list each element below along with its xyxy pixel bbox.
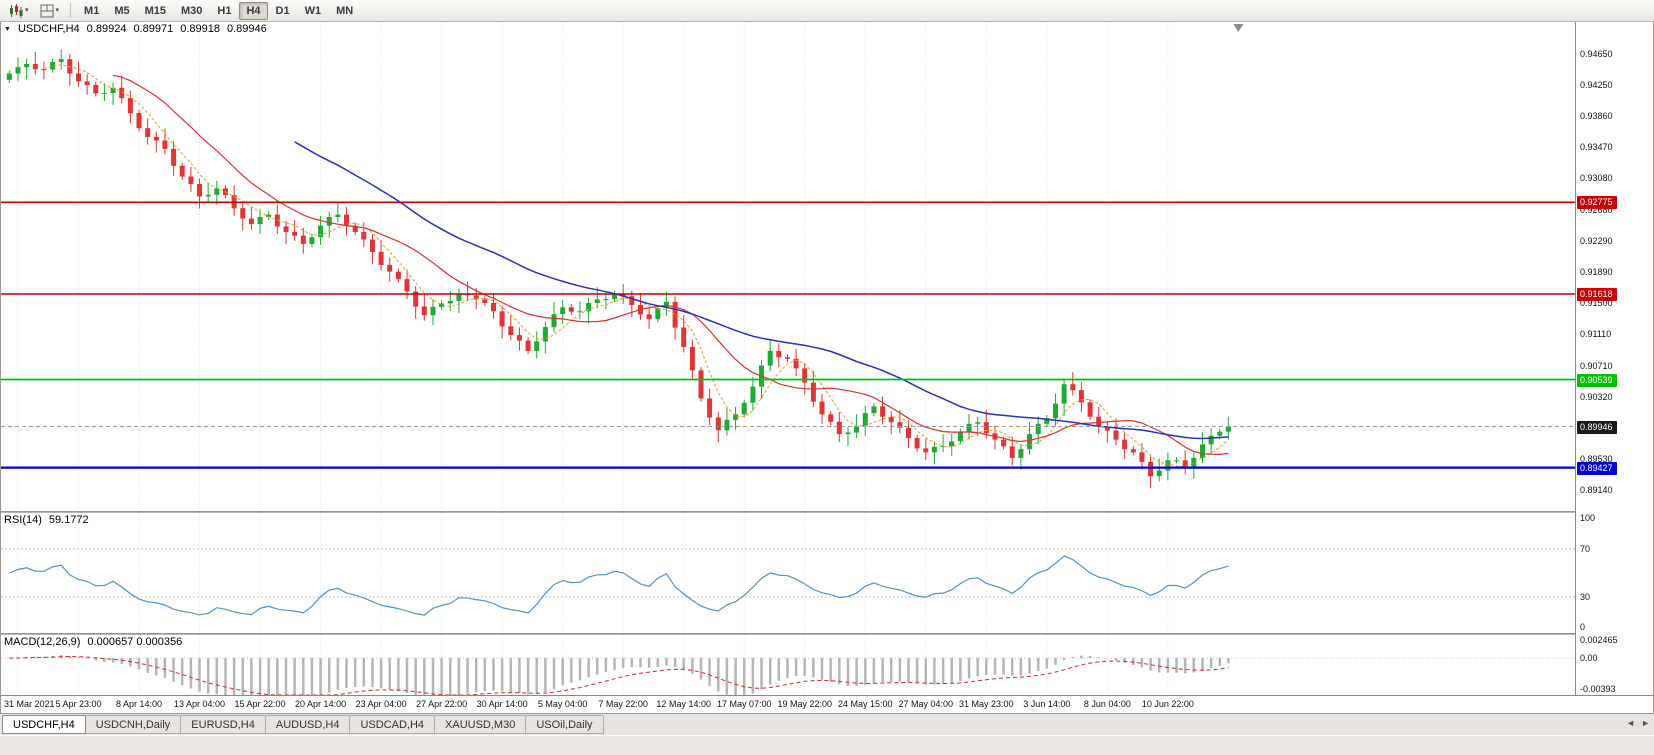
chart-layout-button[interactable]: ▾: [35, 2, 65, 20]
timeframe-button-m30[interactable]: M30: [174, 2, 209, 20]
time-axis-label: 31 May 23:00: [959, 699, 1014, 709]
price-level-badge: 0.90539: [1577, 374, 1617, 387]
candlestick-chart-icon: [10, 3, 23, 18]
timeframe-button-m1[interactable]: M1: [77, 2, 106, 20]
price-axis-label: 0.92680: [1580, 205, 1613, 215]
status-bar: [0, 735, 1654, 755]
panel-separator[interactable]: [1, 633, 1653, 635]
chart-tab-eurusd-h4[interactable]: EURUSD,H4: [180, 715, 266, 734]
ma-fast-line: [112, 74, 1229, 456]
price-level-badge: 0.92775: [1577, 196, 1617, 209]
chart-grid-icon: [40, 4, 54, 17]
chart-window: ▼ USDCHF,H4 0.89924 0.89971 0.89918 0.89…: [0, 22, 1654, 713]
tab-scroll-left-icon[interactable]: ◄: [1626, 718, 1636, 728]
price-axis-label: 0.91110: [1580, 329, 1612, 339]
time-axis-label: 8 Apr 14:00: [115, 699, 163, 709]
time-axis-label: 27 Apr 22:00: [416, 699, 468, 709]
ma-slow-line: [294, 141, 1229, 440]
chart-tab-usdcnh-daily[interactable]: USDCNH,Daily: [84, 715, 182, 734]
macd-signal-line: [9, 655, 1229, 695]
timeframe-button-d1[interactable]: D1: [269, 2, 297, 20]
timeframe-button-h1[interactable]: H1: [210, 2, 238, 20]
time-axis-label: 27 May 04:00: [898, 699, 954, 709]
time-axis-label: 12 May 14:00: [656, 699, 711, 709]
chart-tab-usdchf-h4[interactable]: USDCHF,H4: [2, 715, 86, 734]
chevron-down-icon: ▾: [25, 7, 29, 14]
rsi-line: [9, 555, 1229, 616]
time-axis-label: 31 Mar 2021: [4, 699, 55, 709]
time-axis-label: 17 May 07:00: [716, 699, 772, 709]
time-axis-label: 30 Apr 14:00: [476, 699, 528, 709]
price-axis-label: 0.92290: [1580, 236, 1613, 246]
chevron-down-icon: ▾: [55, 7, 60, 14]
time-axis-label: 24 May 15:00: [837, 699, 893, 709]
timeframe-button-h4[interactable]: H4: [239, 1, 268, 20]
price-axis-label: 0.90710: [1580, 361, 1613, 371]
time-axis-label: 19 May 22:00: [777, 699, 833, 709]
timeframe-button-w1[interactable]: W1: [298, 2, 329, 20]
time-axis-label: 15 Apr 22:00: [234, 699, 286, 709]
chart-shift-marker-icon: [1233, 24, 1244, 32]
rsi-axis-label: 70: [1580, 544, 1591, 554]
price-axis-label: 0.91890: [1580, 267, 1613, 277]
timeframe-button-m15[interactable]: M15: [138, 2, 173, 20]
price-axis-label: 0.91500: [1580, 298, 1613, 308]
rsi-axis-label: 0: [1580, 622, 1586, 632]
time-axis-label: 3 Jun 14:00: [1023, 699, 1071, 709]
timeframe-button-mn[interactable]: MN: [329, 2, 360, 20]
rsi-chart-canvas[interactable]: [1, 513, 1575, 633]
chart-tab-usoil-daily[interactable]: USOil,Daily: [525, 715, 604, 734]
time-axis-label: 8 Jun 04:00: [1083, 699, 1131, 709]
tab-scroll-controls: ◄ ►: [1626, 718, 1650, 728]
rsi-axis-label: 100: [1580, 513, 1596, 523]
price-axis-label: 0.94650: [1580, 49, 1613, 59]
chart-type-button[interactable]: ▾: [4, 2, 34, 20]
timeframe-button-group: M1 M5 M15 M30 H1 H4 D1 W1 MN: [77, 1, 360, 20]
macd-axis-label: 0.002465: [1580, 635, 1618, 645]
price-axis-label: 0.93080: [1580, 173, 1613, 183]
toolbar: ▾ ▾ M1 M5 M15 M30 H1 H4 D1 W1 MN: [0, 0, 1654, 22]
price-level-badge: 0.89427: [1577, 462, 1617, 475]
time-axis-label: 5 Apr 23:00: [55, 699, 102, 709]
price-axis-label: 0.94250: [1580, 80, 1613, 90]
candlestick-chart-canvas[interactable]: [1, 22, 1575, 511]
timeframe-button-m5[interactable]: M5: [107, 2, 136, 20]
price-axis-label: 0.93470: [1580, 142, 1613, 152]
time-axis-label: 13 Apr 04:00: [174, 699, 226, 709]
chart-tab-usdcad-h4[interactable]: USDCAD,H4: [349, 715, 436, 734]
price-level-badge: 0.91618: [1577, 288, 1617, 301]
chart-tabs: USDCHF,H4 USDCNH,Daily EURUSD,H4 AUDUSD,H4 U…: [2, 715, 604, 734]
chart-tab-audusd-h4[interactable]: AUDUSD,H4: [264, 715, 351, 734]
macd-axis-label: 0.00: [1580, 653, 1598, 663]
macd-chart-canvas[interactable]: [1, 635, 1575, 695]
time-axis-label: 23 Apr 04:00: [355, 699, 407, 709]
tab-scroll-right-icon[interactable]: ►: [1641, 718, 1650, 728]
price-axis-label: 0.93860: [1580, 111, 1613, 121]
rsi-axis-label: 30: [1580, 592, 1591, 602]
time-axis-label: 5 May 04:00: [537, 699, 588, 709]
time-axis-label: 10 Jun 22:00: [1141, 699, 1194, 709]
macd-histogram: [16, 655, 1230, 695]
price-axis-label: 0.89140: [1580, 485, 1613, 495]
chart-tab-xauusd-m30[interactable]: XAUUSD,M30: [434, 715, 527, 734]
current-price-badge: 0.89946: [1577, 421, 1617, 434]
price-axis-label: 0.90320: [1580, 392, 1613, 402]
toolbar-separator: [70, 3, 72, 18]
price-axis-label: 0.89530: [1580, 454, 1613, 464]
rsi-panel[interactable]: RSI(14) 59.1772: [1, 513, 1575, 633]
macd-panel[interactable]: MACD(12,26,9) 0.000657 0.000356: [1, 635, 1575, 695]
time-axis[interactable]: 31 Mar 2021 5 Apr 23:00 8 Apr 14:00 13 Apr …: [1, 695, 1653, 713]
time-axis-label: 7 May 22:00: [598, 699, 648, 709]
main-chart-panel[interactable]: ▼ USDCHF,H4 0.89924 0.89971 0.89918 0.89…: [1, 22, 1575, 511]
macd-axis-label: -0.00393: [1580, 684, 1616, 694]
time-axis-label: 20 Apr 14:00: [295, 699, 347, 709]
panel-separator[interactable]: [1, 511, 1653, 513]
price-axis[interactable]: 0.94650 0.94250 0.93860 0.93470 0.93080 0.926…: [1575, 22, 1653, 695]
chart-tab-bar: USDCHF,H4 USDCNH,Daily EURUSD,H4 AUDUSD,H4 U…: [0, 713, 1654, 735]
ma-mid-line: [43, 64, 1229, 468]
